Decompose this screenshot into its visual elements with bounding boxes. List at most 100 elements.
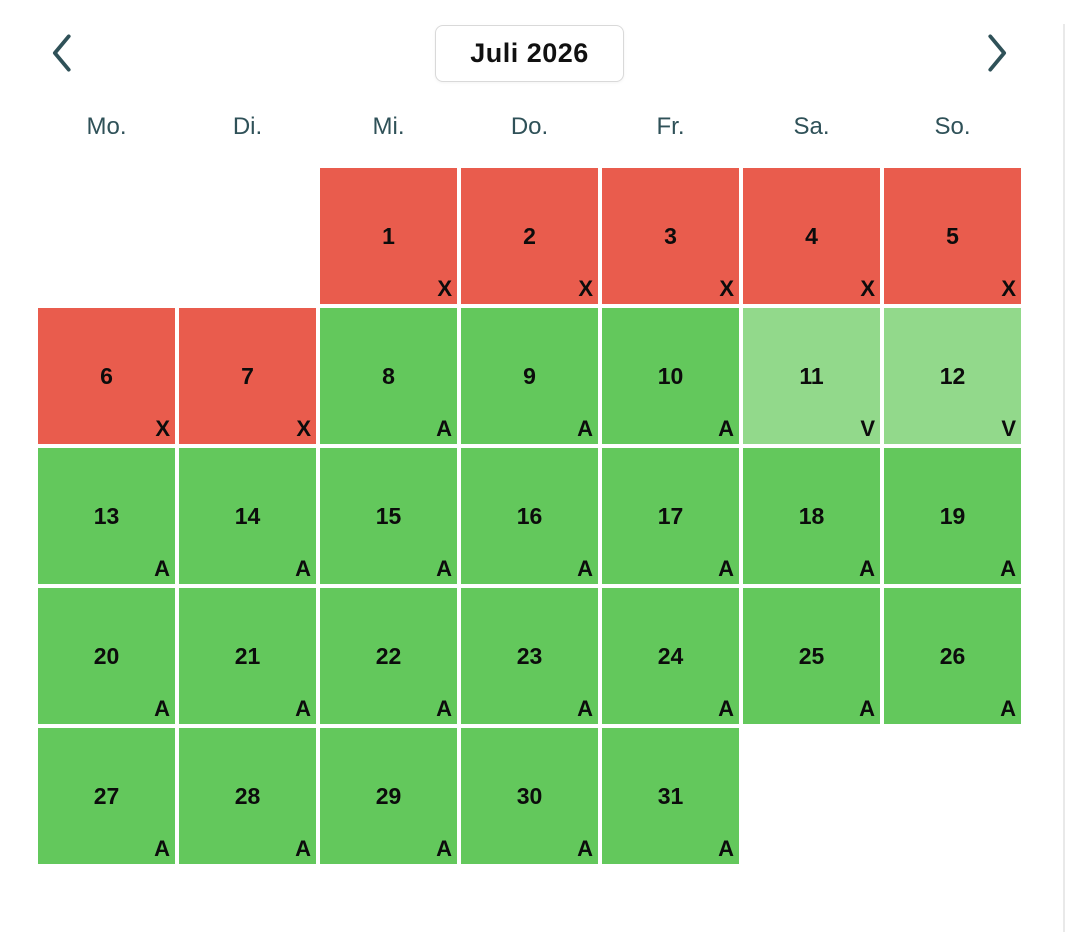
day-cell-22[interactable]: 22 A xyxy=(320,588,457,724)
day-cell-15[interactable]: 15 A xyxy=(320,448,457,584)
day-cell-23[interactable]: 23 A xyxy=(461,588,598,724)
day-cell-10[interactable]: 10 A xyxy=(602,308,739,444)
day-cell-17[interactable]: 17 A xyxy=(602,448,739,584)
day-status-marker: A xyxy=(577,696,593,721)
day-cell-27[interactable]: 27 A xyxy=(38,728,175,864)
day-status-marker: A xyxy=(859,696,875,721)
day-number: 3 xyxy=(664,222,677,249)
day-number: 17 xyxy=(657,502,684,529)
day-cell-24[interactable]: 24 A xyxy=(602,588,739,724)
day-number: 6 xyxy=(100,362,113,389)
day-number: 8 xyxy=(382,362,395,389)
day-number: 19 xyxy=(939,502,966,529)
day-number: 4 xyxy=(805,222,818,249)
weekday-label: So. xyxy=(934,113,971,140)
calendar-header: Juli 2026 xyxy=(38,24,1021,82)
day-number: 25 xyxy=(798,642,825,669)
day-number: 1 xyxy=(382,222,395,249)
day-status-marker: X xyxy=(578,276,593,301)
day-status-marker: A xyxy=(718,556,734,581)
day-status-marker: A xyxy=(154,696,170,721)
day-number: 10 xyxy=(657,362,684,389)
day-number: 22 xyxy=(375,642,402,669)
day-number: 29 xyxy=(375,782,402,809)
day-status-marker: X xyxy=(437,276,452,301)
day-status-marker: A xyxy=(295,836,311,861)
day-cell-30[interactable]: 30 A xyxy=(461,728,598,864)
chevron-right-icon xyxy=(988,34,1007,72)
prev-month-button[interactable] xyxy=(38,27,85,79)
day-cell-13[interactable]: 13 A xyxy=(38,448,175,584)
day-status-marker: A xyxy=(436,556,452,581)
day-number: 24 xyxy=(657,642,684,669)
day-status-marker: A xyxy=(154,556,170,581)
day-cell-14[interactable]: 14 A xyxy=(179,448,316,584)
day-status-marker: A xyxy=(436,836,452,861)
day-number: 12 xyxy=(939,362,966,389)
day-status-marker: A xyxy=(577,836,593,861)
day-cell-31[interactable]: 31 A xyxy=(602,728,739,864)
day-number: 27 xyxy=(93,782,120,809)
day-cell-18[interactable]: 18 A xyxy=(743,448,880,584)
day-cell-19[interactable]: 19 A xyxy=(884,448,1021,584)
month-title[interactable]: Juli 2026 xyxy=(435,24,624,82)
day-status-marker: V xyxy=(1001,416,1016,441)
weekday-label: Di. xyxy=(232,113,263,140)
day-status-marker: A xyxy=(436,696,452,721)
day-status-marker: X xyxy=(155,416,170,441)
day-number: 21 xyxy=(234,642,261,669)
day-cell-26[interactable]: 26 A xyxy=(884,588,1021,724)
weekday-label: Mo. xyxy=(86,113,127,140)
day-number: 26 xyxy=(939,642,966,669)
next-month-button[interactable] xyxy=(974,27,1021,79)
day-cell-16[interactable]: 16 A xyxy=(461,448,598,584)
empty-cell xyxy=(179,168,316,304)
empty-cell xyxy=(38,168,175,304)
day-status-marker: A xyxy=(295,556,311,581)
day-number: 18 xyxy=(798,502,825,529)
day-status-marker: A xyxy=(154,836,170,861)
day-status-marker: A xyxy=(577,416,593,441)
weekday-label: Fr. xyxy=(656,113,685,140)
day-number: 5 xyxy=(946,222,959,249)
day-status-marker: A xyxy=(295,696,311,721)
day-status-marker: X xyxy=(1001,276,1016,301)
weekday-label: Do. xyxy=(510,113,549,140)
container-right-border xyxy=(1063,24,1065,932)
weekday-label: Mi. xyxy=(372,113,405,140)
day-status-marker: A xyxy=(1000,696,1016,721)
day-cell-11[interactable]: 11 V xyxy=(743,308,880,444)
day-status-marker: A xyxy=(718,836,734,861)
day-status-marker: A xyxy=(1000,556,1016,581)
calendar-grid: 1 X 2 X 3 X 4 X 5 X 6 X 7 X 8 A 9 A 10 A 11 V 12 V 13 A 14 A 15 A 16 A 1… xyxy=(38,168,1021,864)
day-cell-12[interactable]: 12 V xyxy=(884,308,1021,444)
weekday-row: Mo. Di. Mi. Do. Fr. Sa. So. xyxy=(38,113,1021,141)
day-number: 16 xyxy=(516,502,543,529)
day-status-marker: A xyxy=(577,556,593,581)
day-number: 7 xyxy=(241,362,254,389)
day-number: 15 xyxy=(375,502,402,529)
day-status-marker: X xyxy=(719,276,734,301)
day-number: 31 xyxy=(657,782,684,809)
day-status-marker: A xyxy=(859,556,875,581)
day-cell-21[interactable]: 21 A xyxy=(179,588,316,724)
day-status-marker: A xyxy=(718,696,734,721)
day-status-marker: A xyxy=(718,416,734,441)
day-cell-29[interactable]: 29 A xyxy=(320,728,457,864)
day-cell-20[interactable]: 20 A xyxy=(38,588,175,724)
day-status-marker: X xyxy=(296,416,311,441)
day-cell-28[interactable]: 28 A xyxy=(179,728,316,864)
day-cell-25[interactable]: 25 A xyxy=(743,588,880,724)
day-number: 23 xyxy=(516,642,543,669)
day-status-marker: X xyxy=(860,276,875,301)
day-number: 14 xyxy=(234,502,261,529)
